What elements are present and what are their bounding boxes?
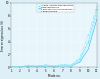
IJ free interface (62, 65, 63, 66)
IJ with junction side reduction (79, 57, 80, 58)
Legend: IF with junction side reduction, Fixed interface IF, IJ with junction side reduc: IF with junction side reduction, Fixed i… (37, 4, 74, 12)
Fixed interface IF (62, 65, 63, 66)
IF with junction side reduction (70, 65, 72, 66)
IJ with junction side reduction (88, 35, 89, 36)
IF with junction side reduction (53, 65, 55, 66)
IJ free interface (19, 66, 20, 67)
Fixed interface IF (36, 66, 37, 67)
IJ free interface (88, 44, 89, 45)
IJ free interface (36, 66, 37, 67)
IJ free interface (70, 65, 72, 66)
Fixed interface IF (96, 18, 98, 19)
IJ free interface (96, 14, 98, 15)
IJ free interface (28, 65, 29, 66)
Line: Fixed interface IF: Fixed interface IF (11, 19, 97, 67)
IJ with junction side reduction (28, 65, 29, 66)
Line: IJ with junction side reduction: IJ with junction side reduction (10, 5, 98, 68)
Fixed interface IF (70, 66, 72, 67)
IJ with junction side reduction (19, 66, 20, 67)
Fixed interface IF (53, 66, 55, 67)
IJ with junction side reduction (36, 65, 37, 66)
IJ with junction side reduction (96, 6, 98, 7)
Fixed interface IF (10, 67, 12, 68)
IF with junction side reduction (88, 41, 89, 42)
Fixed interface IF (79, 62, 80, 63)
IF with junction side reduction (96, 9, 98, 10)
Fixed interface IF (45, 65, 46, 66)
Line: IF with junction side reduction: IF with junction side reduction (10, 8, 98, 68)
Fixed interface IF (28, 66, 29, 67)
IJ free interface (45, 65, 46, 66)
IF with junction side reduction (45, 65, 46, 66)
IF with junction side reduction (36, 66, 37, 67)
IF with junction side reduction (79, 59, 80, 60)
IJ with junction side reduction (45, 64, 46, 65)
IF with junction side reduction (28, 65, 29, 66)
IJ free interface (53, 66, 55, 67)
IJ free interface (79, 60, 80, 61)
IJ with junction side reduction (53, 65, 55, 66)
IJ with junction side reduction (62, 64, 63, 65)
Fixed interface IF (88, 49, 89, 50)
Line: IJ free interface: IJ free interface (11, 14, 97, 67)
Y-axis label: Error on eigenvalues (%): Error on eigenvalues (%) (1, 20, 5, 51)
IJ with junction side reduction (10, 66, 12, 67)
IJ free interface (10, 67, 12, 68)
X-axis label: Mode no.: Mode no. (48, 74, 60, 78)
IF with junction side reduction (19, 66, 20, 67)
